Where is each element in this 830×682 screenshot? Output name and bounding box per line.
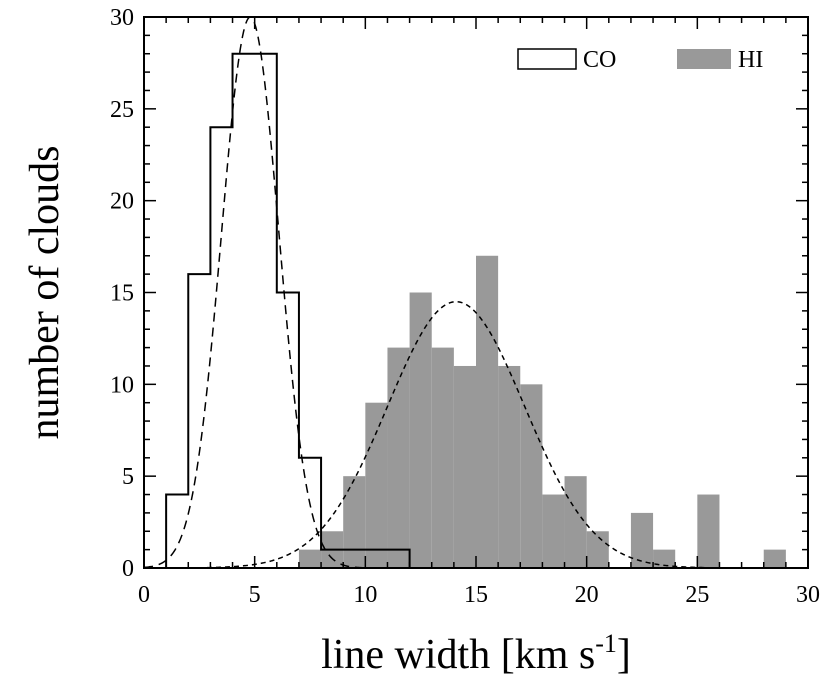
hi-bar bbox=[365, 402, 388, 568]
hi-bar bbox=[409, 292, 432, 568]
y-tick-label: 25 bbox=[110, 97, 134, 123]
hi-bar bbox=[520, 384, 543, 568]
hi-bar bbox=[564, 476, 587, 568]
hi-bar bbox=[498, 365, 521, 568]
hi-bar bbox=[431, 347, 454, 568]
legend-label-hi: HI bbox=[738, 47, 763, 73]
legend: CO HI bbox=[517, 47, 763, 73]
y-tick-label: 30 bbox=[110, 5, 134, 31]
hi-bar bbox=[343, 476, 366, 568]
hi-bar bbox=[763, 549, 786, 568]
hi-bar bbox=[298, 549, 322, 568]
x-tick-label: 30 bbox=[796, 582, 820, 608]
hi-bar bbox=[453, 365, 476, 568]
hi-bar bbox=[586, 531, 609, 568]
legend-swatch-co bbox=[517, 48, 577, 70]
x-axis-label-main: line width [km s bbox=[321, 632, 595, 678]
legend-label-co: CO bbox=[583, 47, 616, 73]
y-tick-label: 0 bbox=[122, 556, 134, 582]
legend-swatch-hi bbox=[677, 49, 731, 69]
hi-bar bbox=[630, 512, 654, 568]
co-histogram-outline bbox=[165, 52, 411, 568]
x-tick-label: 15 bbox=[464, 582, 488, 608]
hi-bar bbox=[542, 494, 565, 568]
x-tick-label: 20 bbox=[575, 582, 599, 608]
x-tick-label: 25 bbox=[685, 582, 709, 608]
y-tick-label: 5 bbox=[122, 464, 134, 490]
x-tick-label: 5 bbox=[249, 582, 261, 608]
ticks-layer: 0 5 10 15 20 25 30 0 5 10 15 20 25 30 bbox=[110, 5, 820, 608]
y-tick-label: 10 bbox=[110, 372, 134, 398]
x-tick-label: 10 bbox=[353, 582, 377, 608]
x-axis-label: line width [km s-1] bbox=[321, 629, 631, 678]
hi-bar bbox=[697, 494, 720, 568]
y-tick-label: 20 bbox=[110, 189, 134, 215]
hi-bar bbox=[387, 347, 410, 568]
y-tick-label: 15 bbox=[110, 281, 134, 307]
hi-bar bbox=[653, 549, 676, 568]
hi-bar bbox=[476, 255, 499, 568]
x-axis-label-superscript: -1 bbox=[595, 629, 617, 658]
y-axis-label: number of clouds bbox=[22, 146, 68, 440]
x-tick-label: 0 bbox=[138, 582, 150, 608]
histogram-layer bbox=[165, 52, 786, 568]
x-axis-label-end: ] bbox=[617, 632, 631, 678]
